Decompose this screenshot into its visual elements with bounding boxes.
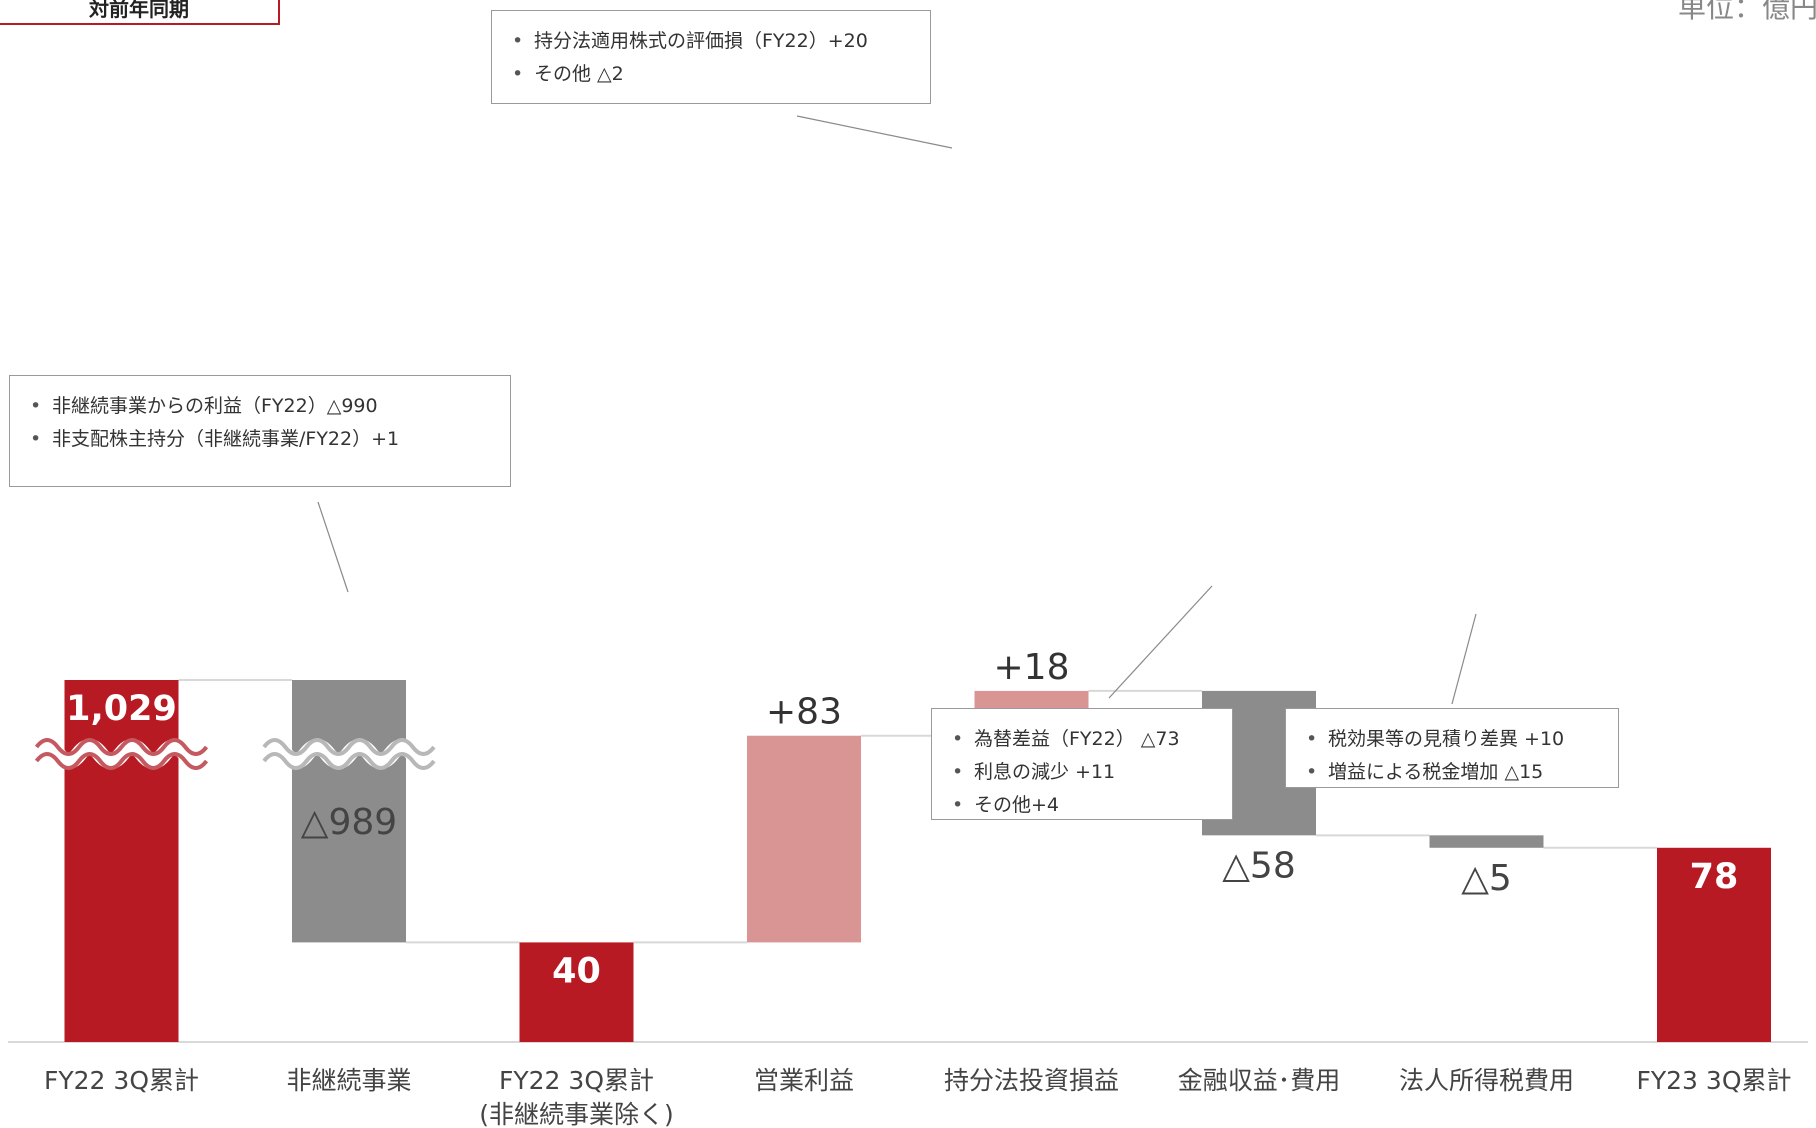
category-label: 持分法投資損益 (944, 1066, 1119, 1095)
callout-discontinued: 非継続事業からの利益（FY22）△990 非支配株主持分（非継続事業/FY22）… (9, 375, 511, 487)
callout-item: 非継続事業からの利益（FY22）△990 (30, 390, 496, 423)
axis-break-gap (257, 739, 441, 769)
callout-item: 利息の減少 +11 (952, 756, 1218, 789)
data-label: +18 (994, 647, 1070, 688)
bar-1 (292, 680, 406, 943)
bar-0 (64, 680, 179, 1042)
callout-leader-line (317, 501, 349, 593)
axis-break-gap (30, 739, 213, 769)
callout-item: 非支配株主持分（非継続事業/FY22）+1 (30, 423, 496, 456)
data-label: 78 (1690, 857, 1739, 897)
axis-break-icon (262, 738, 436, 756)
data-label: △989 (301, 802, 397, 843)
category-label: 非継続事業 (286, 1066, 411, 1095)
category-label: (非継続事業除く) (479, 1100, 674, 1128)
callout-item: 為替差益（FY22） △73 (952, 723, 1218, 756)
callout-item: 税効果等の見積り差異 +10 (1306, 723, 1604, 756)
callout-item: その他+4 (952, 789, 1218, 822)
data-label: 40 (552, 951, 601, 991)
category-label: FY23 3Q累計 (1637, 1066, 1792, 1095)
category-label: 営業利益 (754, 1066, 854, 1095)
category-label: FY22 3Q累計 (499, 1066, 654, 1095)
callout-item: 増益による税金増加 △15 (1306, 756, 1604, 789)
data-label: △58 (1222, 845, 1296, 886)
bar-3 (747, 735, 861, 943)
callout-tax: 税効果等の見積り差異 +10 増益による税金増加 △15 (1285, 708, 1619, 789)
axis-break-icon (34, 738, 209, 756)
callout-leader-line (1451, 613, 1477, 705)
bar-6 (1429, 835, 1544, 848)
data-label: +83 (766, 692, 842, 733)
callout-item: 持分法適用株式の評価損（FY22）+20 (512, 25, 916, 58)
callout-finance: 為替差益（FY22） △73 利息の減少 +11 その他+4 (931, 708, 1233, 822)
bar-2 (519, 942, 634, 1042)
category-label: FY22 3Q累計 (44, 1066, 199, 1095)
callout-equity-method: 持分法適用株式の評価損（FY22）+20 その他 △2 (491, 10, 931, 104)
period-badge: 対前年同期 (0, 0, 280, 25)
data-label: △5 (1461, 858, 1512, 899)
callout-item: その他 △2 (512, 58, 916, 91)
axis-break-icon (34, 752, 209, 770)
unit-label: 単位：億円 (1678, 0, 1816, 24)
category-label: 金融収益･費用 (1178, 1066, 1341, 1095)
callout-leader-line (796, 115, 953, 149)
axis-break-icon (262, 752, 436, 770)
callout-leader-line (1108, 585, 1213, 699)
data-label: 1,029 (66, 689, 177, 729)
bar-7 (1657, 847, 1771, 1042)
category-label: 法人所得税費用 (1399, 1066, 1574, 1095)
